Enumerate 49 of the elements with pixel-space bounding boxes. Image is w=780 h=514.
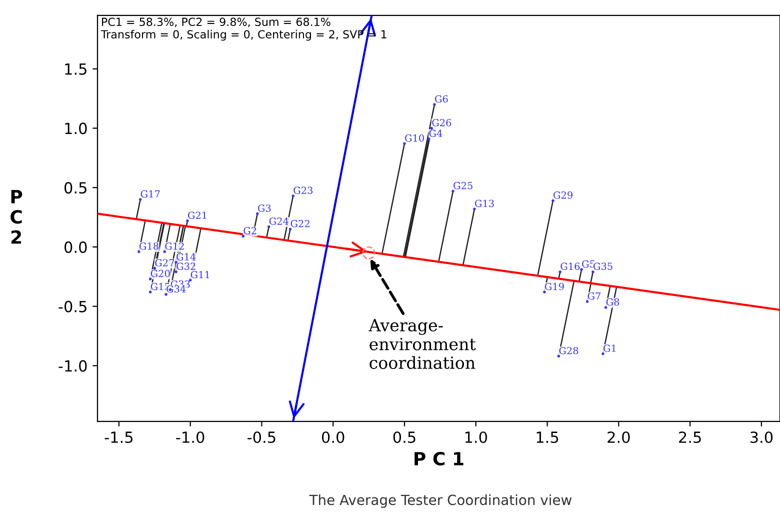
data-label: G23 [294, 186, 313, 194]
y-tick-label: -1.0 [58, 360, 87, 372]
y-tick-label: 1.0 [65, 122, 87, 134]
data-label: G18 [139, 242, 158, 250]
data-label: G14 [176, 253, 196, 260]
x-tick-label: 2.0 [608, 431, 630, 444]
data-label: G7 [588, 292, 600, 300]
data-label: G2 [244, 227, 256, 234]
data-label: G24 [269, 218, 288, 225]
y-tick-label: 0.5 [64, 182, 86, 194]
data-label: G16 [560, 262, 580, 270]
data-label: G21 [188, 212, 206, 219]
data-label: G4 [429, 130, 442, 138]
data-label: G19 [544, 282, 564, 290]
y-tick-label: 0.0 [64, 241, 87, 253]
data-label: G17 [140, 190, 160, 198]
data-label: G11 [190, 270, 210, 278]
data-label: G35 [594, 262, 612, 270]
x-tick-label: -1.0 [176, 431, 204, 444]
x-tick-label: -1.5 [104, 432, 132, 444]
x-tick-label: 0.0 [322, 431, 344, 444]
point [362, 246, 376, 260]
y-axis-title: P C 2 [10, 190, 22, 244]
data-label: G13 [474, 200, 494, 208]
x-axis-title: P C 1 [414, 452, 464, 466]
data-label: G20 [150, 270, 170, 278]
annotation: Average- environment coordination [368, 319, 476, 369]
text: The Average Tester Coordination view [309, 494, 572, 508]
y-tick-label: 1.5 [65, 64, 86, 75]
data-label: G10 [405, 134, 424, 142]
y-tick-label: -0.5 [58, 300, 86, 312]
x-tick-label: 0.5 [393, 431, 416, 444]
data-label: G8 [606, 298, 620, 306]
data-label: G12 [165, 242, 184, 250]
data-label: G25 [454, 182, 472, 190]
data-label: G28 [559, 346, 578, 354]
data-label: G6 [435, 95, 448, 103]
x-tick-label: 1.0 [465, 431, 488, 444]
data-label: G3 [258, 204, 271, 212]
x-tick-label: -0.5 [248, 431, 276, 444]
data-label: G22 [290, 220, 310, 228]
data-label: G26 [432, 118, 452, 126]
data-label: G27 [155, 259, 174, 266]
x-tick-label: 2.5 [679, 431, 701, 444]
x-tick-label: 3.0 [750, 431, 773, 444]
data-label: G1 [603, 344, 616, 352]
x-tick-label: 1.5 [536, 432, 558, 444]
data-label: G29 [554, 191, 572, 199]
data-label: G32 [176, 262, 196, 270]
